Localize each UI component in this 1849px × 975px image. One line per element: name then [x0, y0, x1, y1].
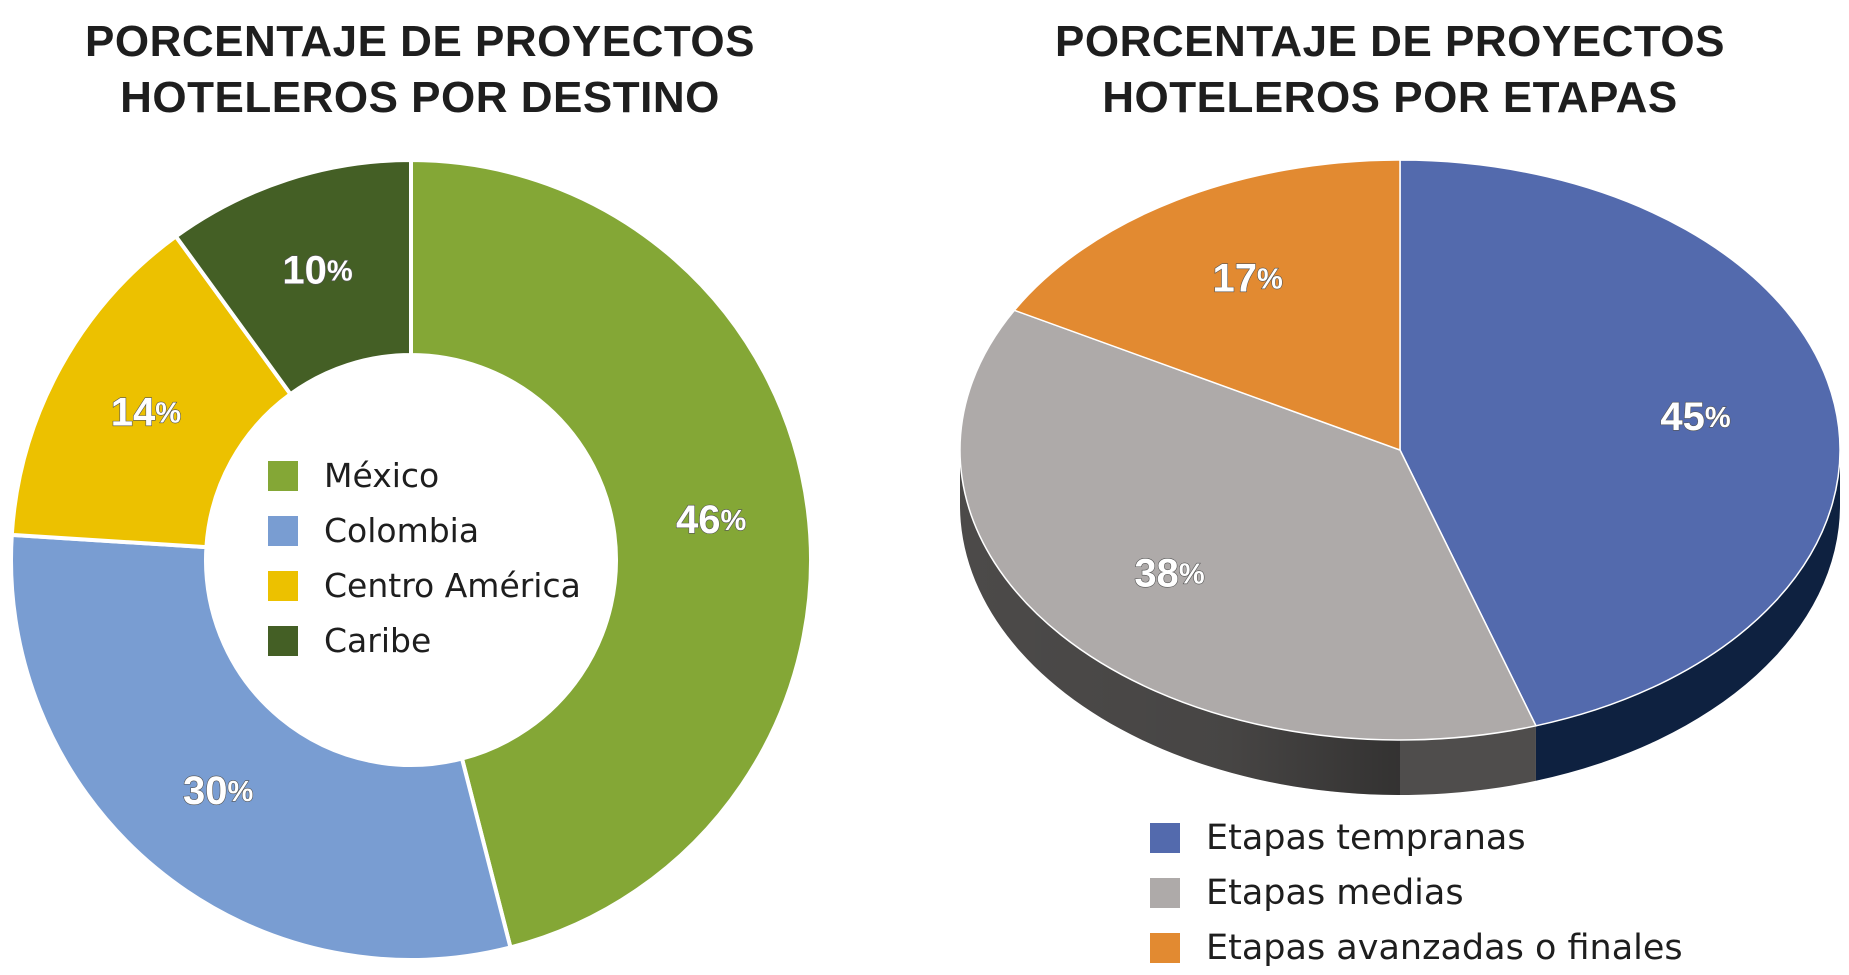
pie-label-etapas-tempranas: 45% [1660, 395, 1731, 439]
pie-legend-swatch [1150, 932, 1180, 963]
pie-legend-swatch [1150, 877, 1180, 908]
donut-legend-item-mexico: México [268, 448, 581, 503]
pie-label-etapas-medias: 38% [1134, 551, 1205, 595]
donut-legend-item-caribe: Caribe [268, 613, 581, 668]
donut-slice-colombia [9, 532, 513, 962]
donut-legend-label: Colombia [324, 511, 480, 550]
pie-legend-item-etapas-tempranas: Etapas tempranas [1150, 810, 1683, 865]
donut-label-caribe: 10% [282, 248, 353, 292]
donut-label-mexico: 46% [676, 498, 747, 542]
donut-legend-item-colombia: Colombia [268, 503, 581, 558]
donut-legend-label: Centro América [324, 566, 581, 605]
pie-legend-label: Etapas avanzadas o finales [1206, 927, 1683, 968]
donut-legend-item-centro-america: Centro América [268, 558, 581, 613]
pie-legend: Etapas tempranas Etapas medias Etapas avan… [1150, 810, 1683, 975]
donut-legend: México Colombia Centro América Caribe [268, 448, 581, 668]
pie-chart-title-line-2: HOTELEROS POR ETAPAS [1102, 73, 1678, 122]
pie-chart-title: PORCENTAJE DE PROYECTOS HOTELEROS POR ET… [990, 14, 1790, 126]
pie-slice-etapas-avanzadas-o-finales [1013, 159, 1401, 452]
pie-legend-label: Etapas tempranas [1206, 817, 1526, 858]
donut-slice-centro-america [9, 233, 294, 550]
pie-legend-item-etapas-medias: Etapas medias [1150, 865, 1683, 920]
donut-legend-swatch [268, 570, 298, 601]
donut-label-centro-america: 14% [111, 390, 182, 434]
donut-chart-title-line-1: PORCENTAJE DE PROYECTOS [85, 17, 755, 66]
pie-side-etapas-tempranas [1535, 450, 1840, 781]
donut-chart: 46% 30% 14% 10% [9, 157, 813, 962]
donut-slice-mexico [409, 157, 813, 950]
pie-slice-etapas-tempranas [1399, 159, 1841, 727]
pie-slice-etapas-medias [959, 309, 1538, 741]
pie-legend-item-etapas-avanzadas-o-finales: Etapas avanzadas o finales [1150, 920, 1683, 975]
pie-chart-title-line-1: PORCENTAJE DE PROYECTOS [1055, 17, 1725, 66]
donut-legend-swatch [268, 625, 298, 656]
donut-label-colombia: 30% [183, 769, 254, 813]
donut-legend-label: México [324, 456, 440, 495]
pie-legend-swatch [1150, 822, 1180, 853]
pie-label-etapas-avanzadas-o-finales: 17% [1213, 256, 1284, 300]
donut-legend-label: Caribe [324, 621, 432, 660]
pie-legend-label: Etapas medias [1206, 872, 1464, 913]
donut-legend-swatch [268, 460, 298, 491]
donut-chart-title: PORCENTAJE DE PROYECTOS HOTELEROS POR DE… [20, 14, 820, 126]
donut-chart-title-line-2: HOTELEROS POR DESTINO [120, 73, 720, 122]
donut-legend-swatch [268, 515, 298, 546]
donut-slice-caribe [173, 157, 413, 397]
